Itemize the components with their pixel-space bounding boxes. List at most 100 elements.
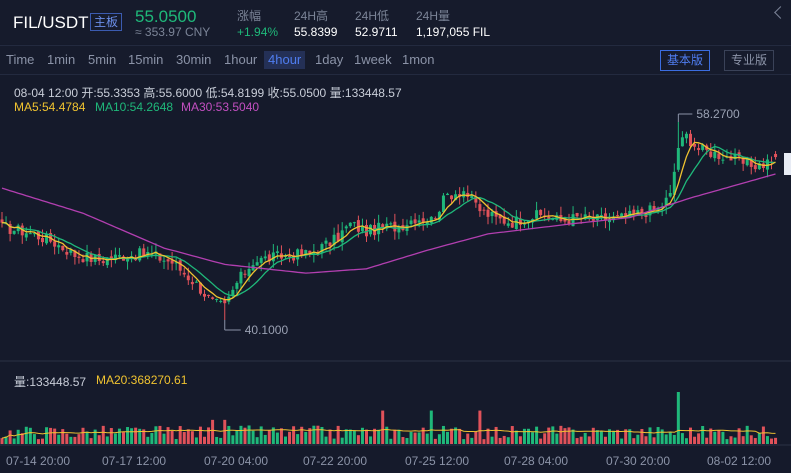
volume-bar — [81, 427, 85, 444]
candle-body — [518, 218, 522, 225]
volume-bar — [591, 427, 595, 444]
volume-bar — [749, 435, 753, 444]
last-price: 55.0500 — [135, 7, 197, 26]
volume-bar — [227, 425, 231, 444]
candle-body — [81, 259, 85, 263]
volume-bar — [490, 436, 494, 444]
candle-body — [142, 248, 146, 256]
candle-body — [632, 209, 636, 214]
candle-body — [0, 219, 4, 223]
timeframe-15min[interactable]: 15min — [128, 52, 164, 67]
candle-body — [413, 219, 417, 224]
volume-bar — [251, 430, 255, 444]
timeframe-1hour[interactable]: 1hour — [224, 52, 258, 67]
volume-bar — [328, 429, 332, 444]
volume-bar — [186, 429, 190, 444]
candle-body — [680, 137, 684, 147]
timeframe-30min[interactable]: 30min — [176, 52, 212, 67]
volume-bar — [689, 427, 692, 444]
volume-bar — [539, 438, 543, 444]
timeframe-5min[interactable]: 5min — [88, 52, 117, 67]
candle-body — [356, 220, 360, 232]
volume-bar — [89, 438, 93, 444]
volume-bar — [709, 428, 713, 444]
volume-bar — [57, 434, 61, 444]
volume-bar — [599, 431, 603, 444]
candle-body — [676, 148, 680, 170]
volume-bar — [454, 427, 458, 444]
volume-bar — [369, 436, 373, 444]
volume-bar — [433, 438, 437, 444]
volume-bar — [12, 438, 16, 444]
volume-bar — [401, 437, 405, 444]
pro-mode-button[interactable]: 专业版 — [724, 50, 775, 71]
candle-body — [421, 218, 425, 223]
volume-bar — [20, 433, 24, 444]
volume-bar — [510, 426, 514, 444]
volume-bar — [105, 436, 109, 444]
volume-bar — [498, 437, 502, 444]
volume-bar — [624, 429, 628, 444]
candle-body — [555, 215, 559, 220]
candle-body — [360, 226, 364, 232]
volume-bar — [450, 428, 454, 444]
candle-body — [304, 250, 308, 256]
timeframe-4hour[interactable]: 4hour — [264, 51, 306, 69]
volume-ma20-line — [1, 428, 776, 439]
volume-bar — [166, 427, 170, 444]
candle-body — [178, 260, 182, 271]
candle-body — [502, 216, 506, 224]
volume-bar — [608, 429, 611, 444]
volume-bar — [4, 436, 8, 444]
volume-bar — [737, 428, 741, 444]
candle-body — [146, 251, 150, 256]
timeframe-1day[interactable]: 1day — [315, 52, 344, 67]
volume-bar — [506, 437, 510, 444]
volume-bar — [134, 427, 138, 444]
candle-body — [636, 210, 640, 215]
volume-bar — [656, 427, 660, 444]
candle-body — [109, 256, 113, 260]
timeframe-time[interactable]: Time — [6, 52, 35, 67]
pair-name[interactable]: FIL/USDT — [13, 13, 89, 32]
volume-bar — [336, 425, 340, 444]
volume-bar — [142, 429, 146, 444]
volume-bar — [93, 429, 97, 444]
volume-bar — [61, 429, 65, 444]
candle-body — [203, 293, 206, 297]
volume-bar — [97, 435, 101, 444]
volume-bar — [24, 426, 28, 444]
candle-body — [765, 159, 769, 170]
volume-bar — [316, 425, 320, 444]
volume-bar — [122, 432, 125, 444]
ma30-line — [1, 173, 776, 274]
volume-bar — [486, 428, 490, 444]
volume-bar — [312, 425, 316, 444]
volume-bar — [693, 436, 697, 444]
volume-bar — [320, 427, 324, 444]
candle-body — [275, 251, 279, 253]
volume-bar — [101, 425, 105, 444]
candle-body — [105, 257, 109, 266]
candle-body — [551, 218, 555, 220]
candle-body — [194, 281, 198, 283]
candle-body — [498, 214, 502, 219]
volume-bar — [53, 428, 57, 444]
timeframe-1min[interactable]: 1min — [47, 52, 76, 67]
candle-body — [749, 160, 753, 167]
timeframe-1week[interactable]: 1week — [354, 52, 392, 67]
timeframe-1mon[interactable]: 1mon — [402, 52, 435, 67]
volume-bar — [405, 438, 409, 444]
volume-bar — [466, 433, 470, 444]
basic-mode-button[interactable]: 基本版 — [660, 50, 711, 71]
volume-bar — [680, 433, 684, 444]
candle-body — [239, 271, 243, 284]
volume-bar — [126, 427, 130, 444]
volume-bar — [304, 431, 308, 444]
candle-body — [348, 222, 352, 227]
candle-body — [486, 209, 490, 217]
candle-body — [174, 262, 178, 264]
candle-body — [510, 222, 514, 228]
volume-bar — [170, 430, 174, 444]
